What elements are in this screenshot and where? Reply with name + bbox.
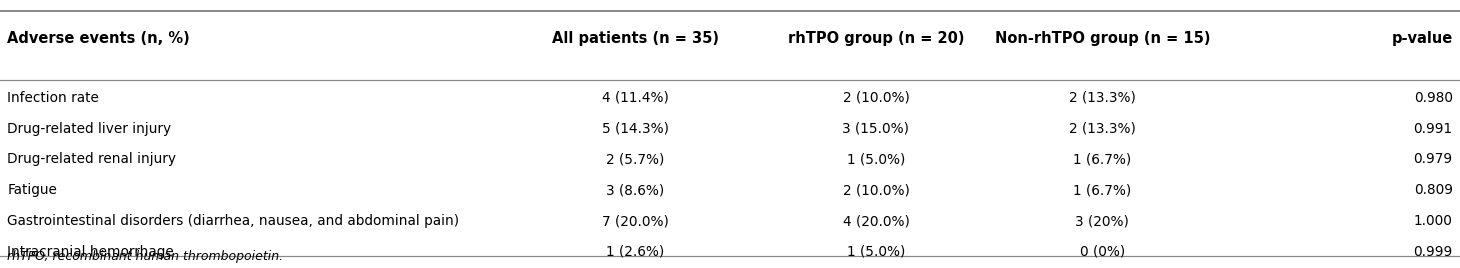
Text: 2 (10.0%): 2 (10.0%) [842, 91, 910, 105]
Text: 3 (8.6%): 3 (8.6%) [606, 183, 664, 197]
Text: 0.979: 0.979 [1413, 152, 1453, 166]
Text: All patients (n = 35): All patients (n = 35) [552, 31, 718, 46]
Text: 2 (13.3%): 2 (13.3%) [1069, 91, 1136, 105]
Text: Non-rhTPO group (n = 15): Non-rhTPO group (n = 15) [994, 31, 1210, 46]
Text: Adverse events (n, %): Adverse events (n, %) [7, 31, 190, 46]
Text: Gastrointestinal disorders (diarrhea, nausea, and abdominal pain): Gastrointestinal disorders (diarrhea, na… [7, 214, 460, 228]
Text: 2 (5.7%): 2 (5.7%) [606, 152, 664, 166]
Text: Intracranial hemorrhage: Intracranial hemorrhage [7, 245, 174, 259]
Text: 3 (15.0%): 3 (15.0%) [842, 122, 910, 136]
Text: 4 (20.0%): 4 (20.0%) [842, 214, 910, 228]
Text: rhTPO, recombinant human thrombopoietin.: rhTPO, recombinant human thrombopoietin. [7, 250, 283, 263]
Text: rhTPO group (n = 20): rhTPO group (n = 20) [788, 31, 964, 46]
Text: 2 (10.0%): 2 (10.0%) [842, 183, 910, 197]
Text: 3 (20%): 3 (20%) [1076, 214, 1129, 228]
Text: Drug-related liver injury: Drug-related liver injury [7, 122, 171, 136]
Text: Fatigue: Fatigue [7, 183, 57, 197]
Text: 2 (13.3%): 2 (13.3%) [1069, 122, 1136, 136]
Text: p-value: p-value [1391, 31, 1453, 46]
Text: 1.000: 1.000 [1413, 214, 1453, 228]
Text: Infection rate: Infection rate [7, 91, 99, 105]
Text: 1 (5.0%): 1 (5.0%) [847, 245, 905, 259]
Text: 7 (20.0%): 7 (20.0%) [602, 214, 669, 228]
Text: 4 (11.4%): 4 (11.4%) [602, 91, 669, 105]
Text: 0.999: 0.999 [1413, 245, 1453, 259]
Text: 5 (14.3%): 5 (14.3%) [602, 122, 669, 136]
Text: 1 (2.6%): 1 (2.6%) [606, 245, 664, 259]
Text: 1 (6.7%): 1 (6.7%) [1073, 152, 1132, 166]
Text: 1 (5.0%): 1 (5.0%) [847, 152, 905, 166]
Text: 0.991: 0.991 [1413, 122, 1453, 136]
Text: 1 (6.7%): 1 (6.7%) [1073, 183, 1132, 197]
Text: 0 (0%): 0 (0%) [1080, 245, 1124, 259]
Text: Drug-related renal injury: Drug-related renal injury [7, 152, 177, 166]
Text: 0.980: 0.980 [1413, 91, 1453, 105]
Text: 0.809: 0.809 [1413, 183, 1453, 197]
